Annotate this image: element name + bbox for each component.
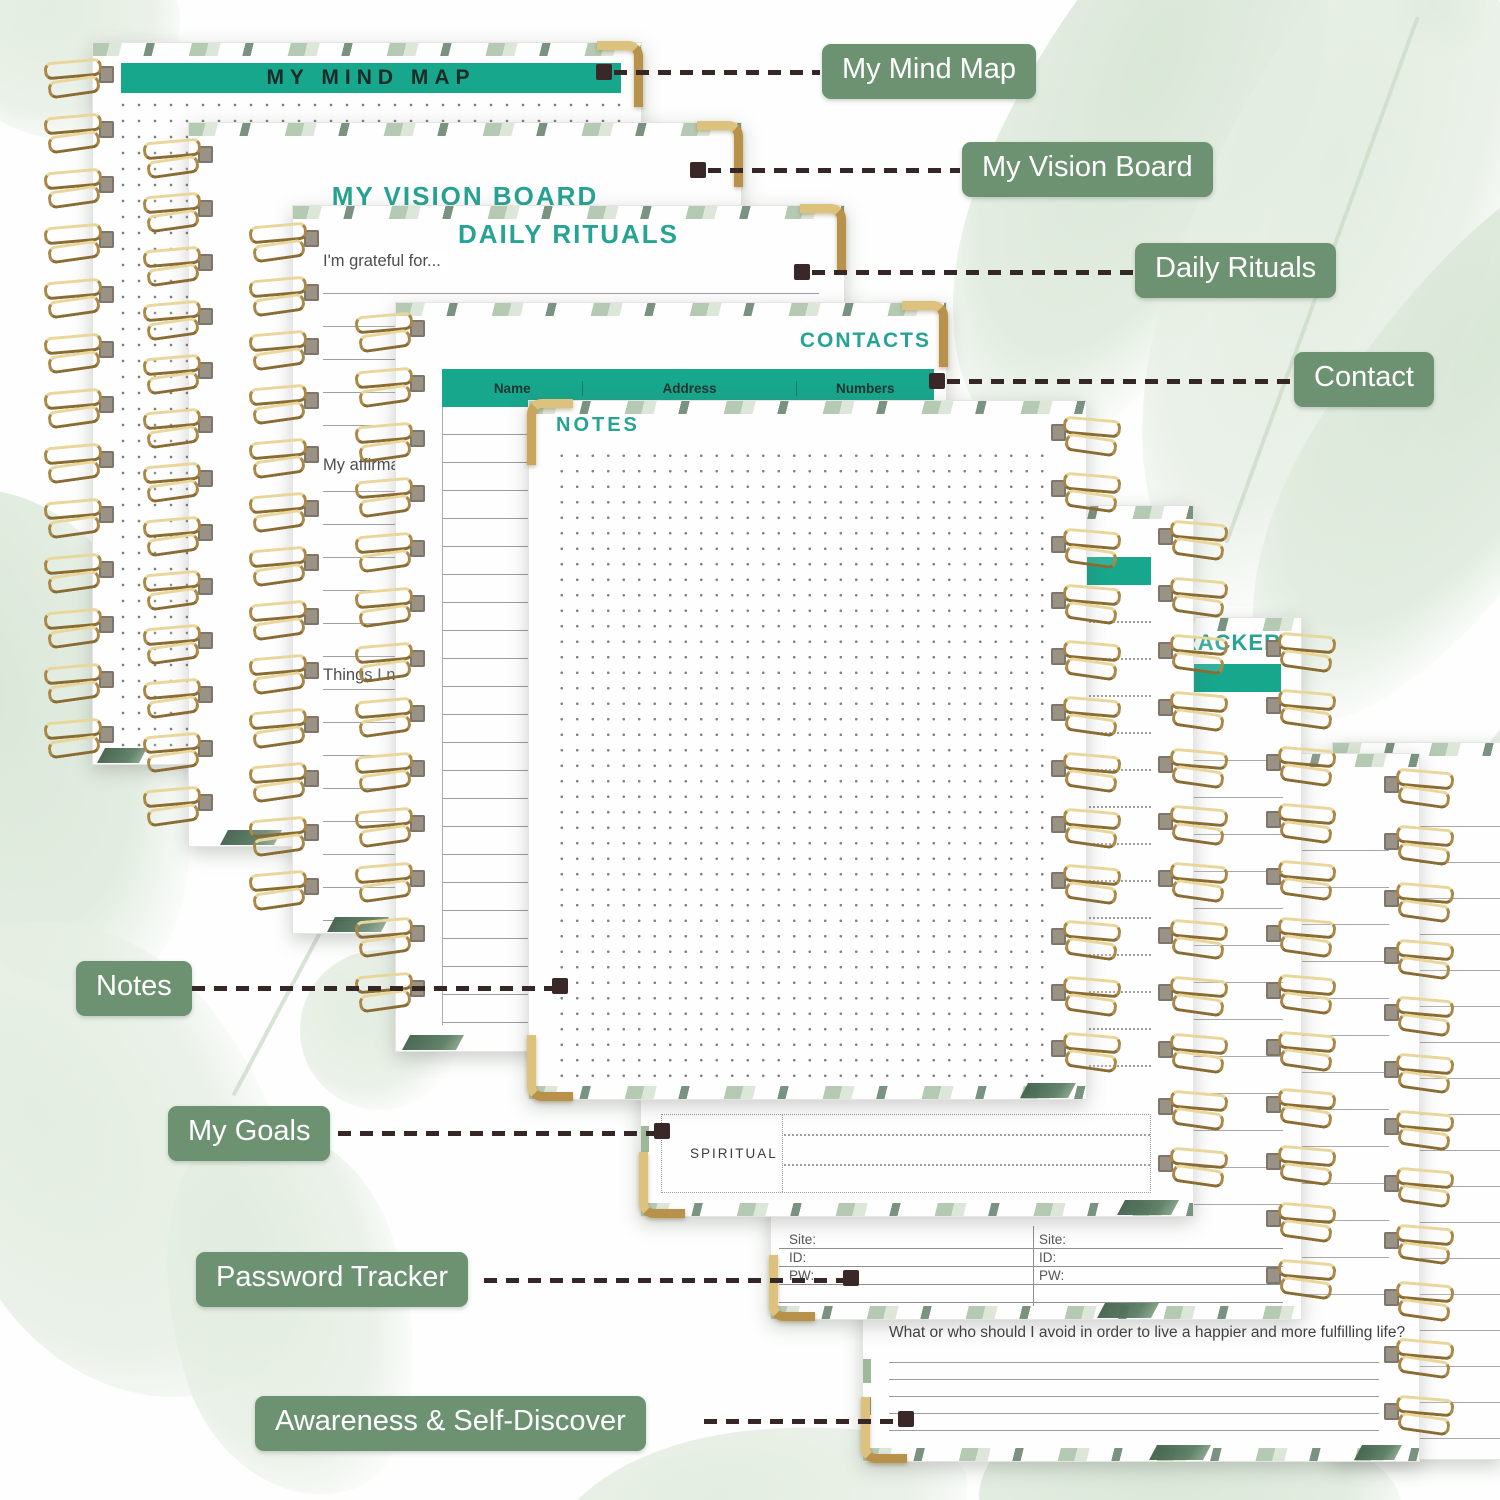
callout-password-tracker: Password Tracker xyxy=(196,1252,469,1307)
notes-title: NOTES xyxy=(556,414,640,436)
mind-map-banner: MY MIND MAP xyxy=(121,63,621,93)
field-site: Site: xyxy=(789,1232,817,1247)
prompt-grateful: I'm grateful for... xyxy=(323,252,447,271)
marker-daily-rituals xyxy=(794,264,810,280)
callout-notes: Notes xyxy=(76,961,192,1016)
callout-mind-map: My Mind Map xyxy=(822,44,1037,99)
callout-awareness: Awareness & Self-Discover xyxy=(255,1396,646,1451)
goal-section-spiritual: SPIRITUAL xyxy=(690,1146,778,1161)
callout-vision-board: My Vision Board xyxy=(962,142,1213,197)
marker-mind-map xyxy=(596,64,612,80)
marker-password-tracker xyxy=(843,1270,859,1286)
field-pw-2: PW: xyxy=(1039,1268,1065,1283)
contacts-title: CONTACTS xyxy=(799,329,931,352)
callout-contact: Contact xyxy=(1294,352,1434,407)
marker-notes xyxy=(552,978,568,994)
field-site-2: Site: xyxy=(1039,1232,1067,1247)
marker-awareness xyxy=(898,1411,914,1427)
callout-daily-rituals: Daily Rituals xyxy=(1135,243,1337,298)
marker-vision-board xyxy=(690,162,706,178)
callout-my-goals: My Goals xyxy=(168,1106,331,1161)
page-notes: NOTES xyxy=(527,399,1122,1101)
daily-rituals-title: DAILY RITUALS xyxy=(457,219,680,249)
field-id-2: ID: xyxy=(1039,1250,1057,1265)
marker-contact xyxy=(929,373,945,389)
marker-my-goals xyxy=(654,1123,670,1139)
awareness-question: What or who should I avoid in order to l… xyxy=(889,1324,1406,1341)
